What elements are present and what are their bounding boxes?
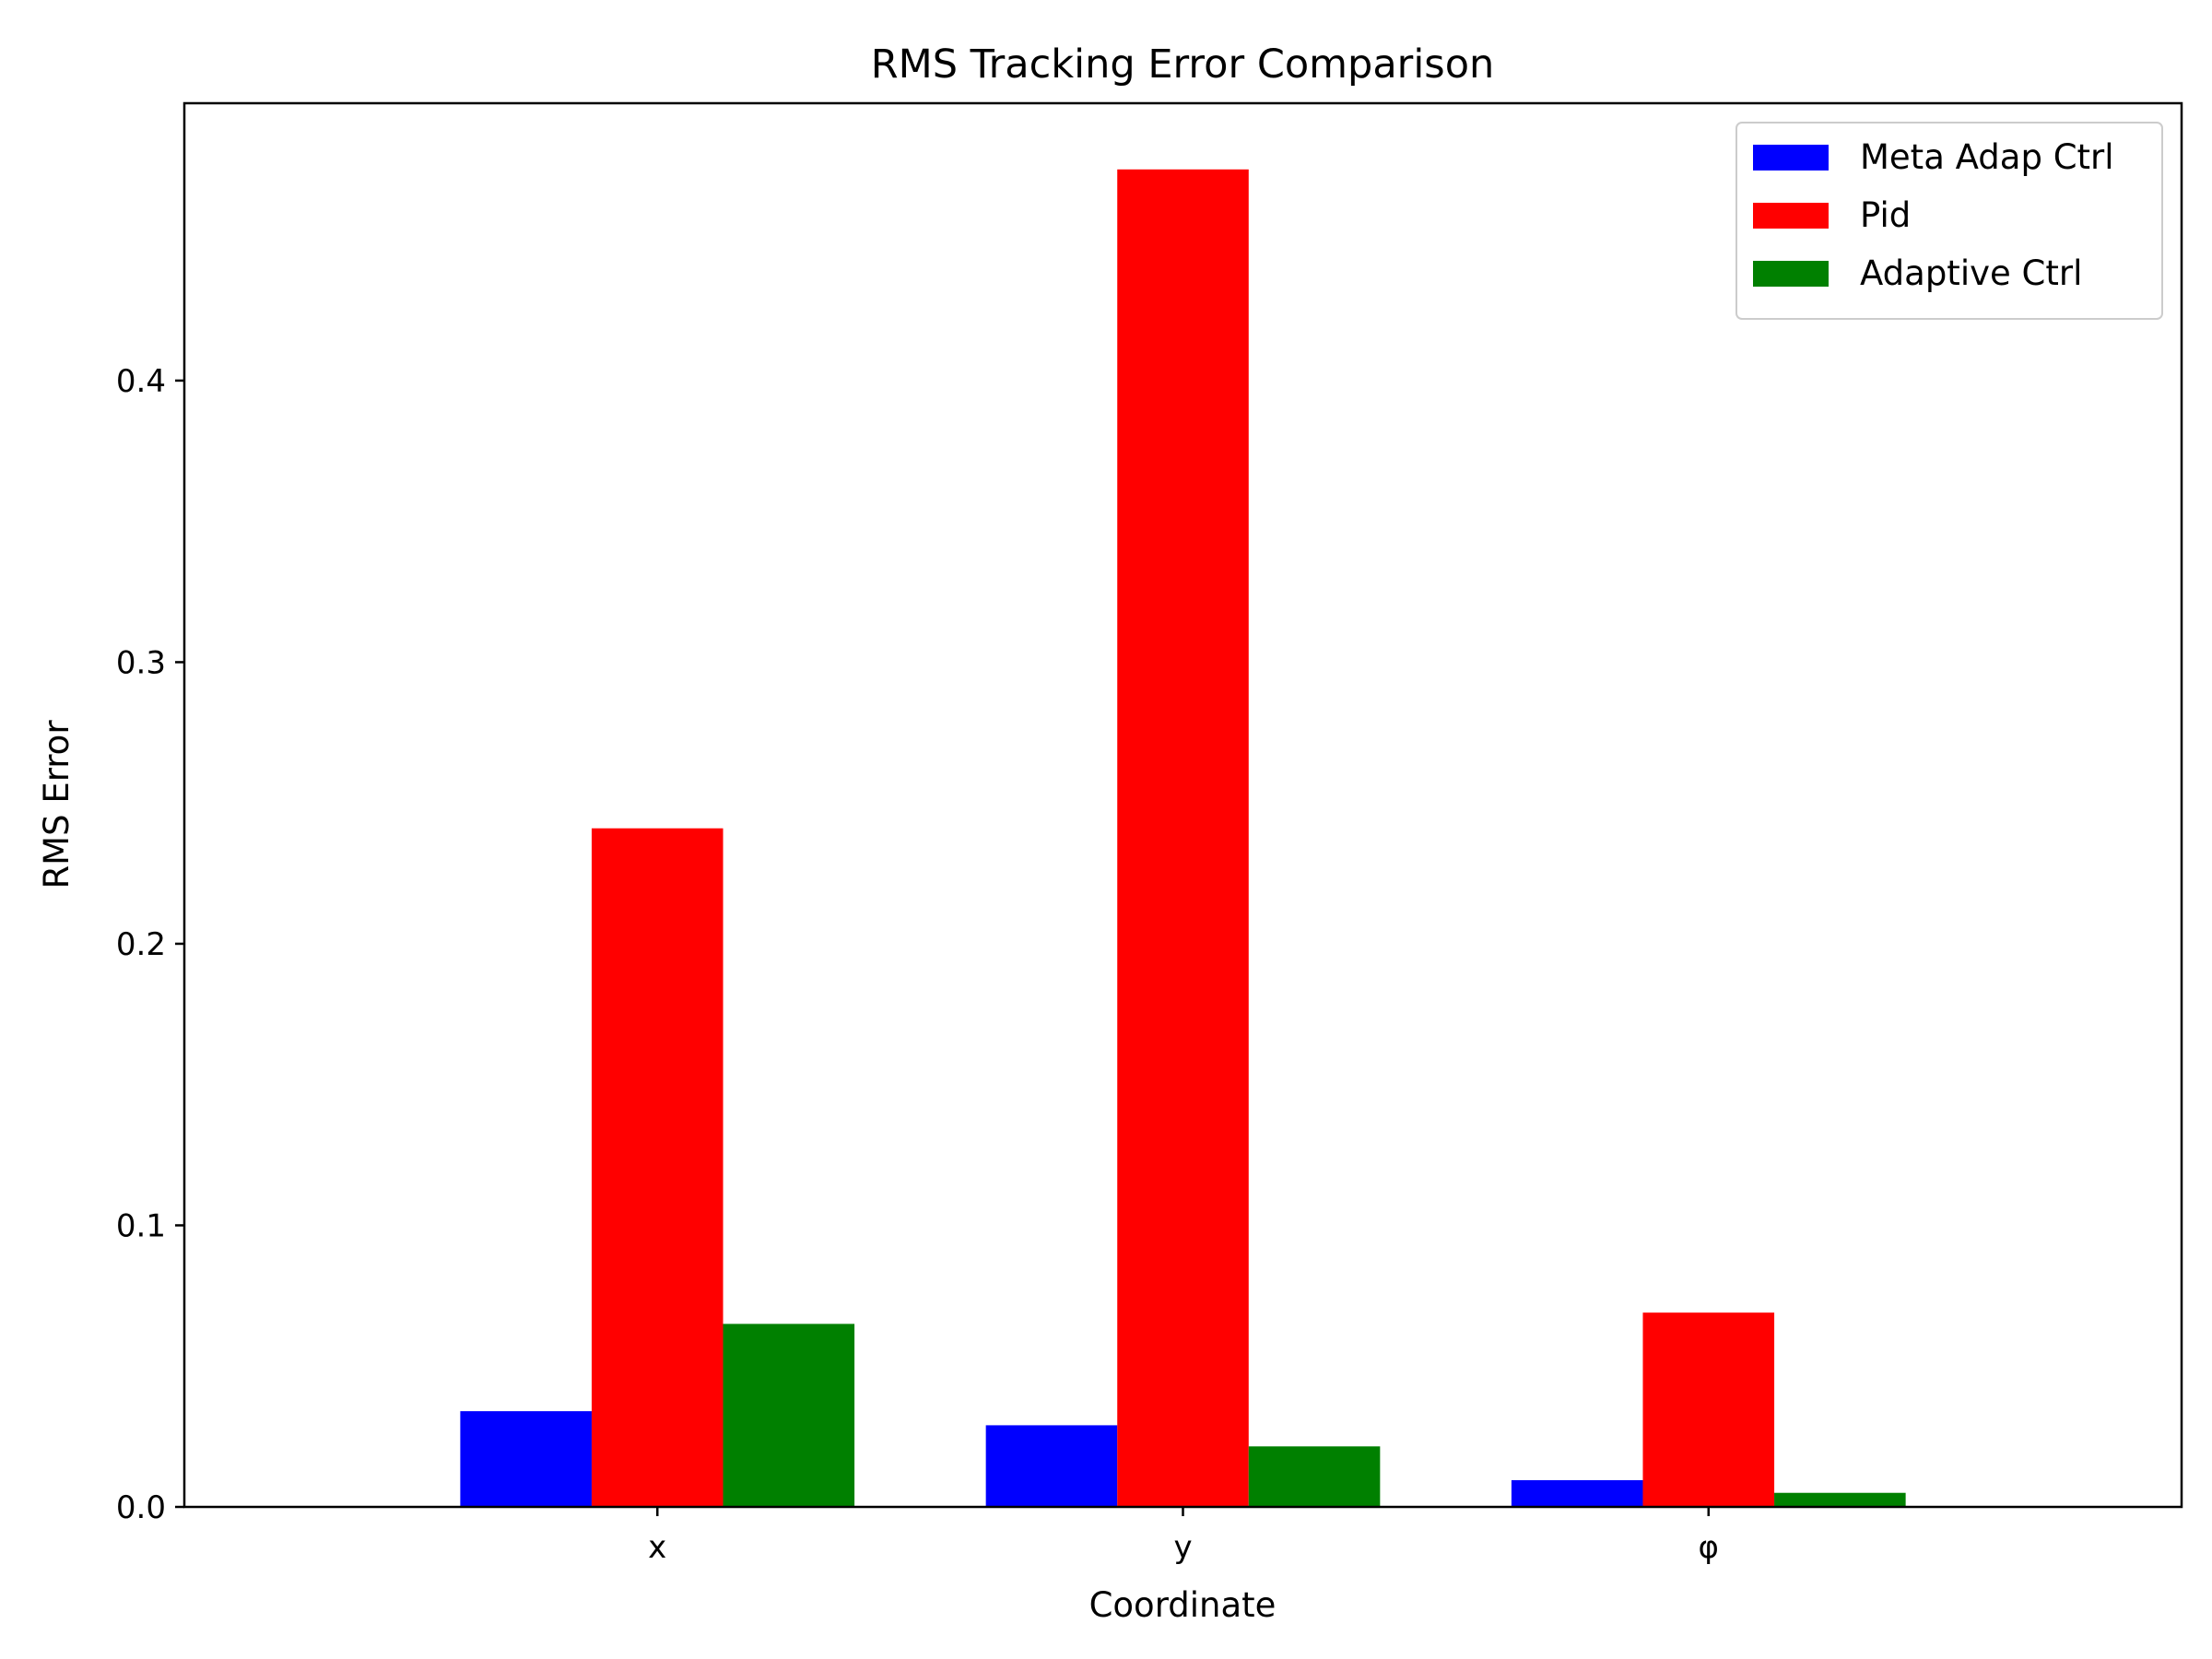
y-tick-label: 0.1 (116, 1207, 166, 1244)
y-axis-label: RMS Error (37, 720, 76, 889)
y-tick-label: 0.2 (116, 926, 166, 963)
bar-pid-1 (1117, 169, 1249, 1507)
x-tick-label: y (1173, 1529, 1192, 1566)
legend-label: Meta Adap Ctrl (1860, 137, 2114, 177)
legend-label: Pid (1860, 195, 1911, 235)
bar-group (460, 169, 1906, 1507)
x-axis-label: Coordinate (1089, 1585, 1277, 1625)
bar-adaptive-ctrl-0 (723, 1324, 855, 1507)
legend-box (1735, 122, 2163, 320)
x-tick-label: x (648, 1529, 666, 1566)
bar-pid-2 (1642, 1312, 1775, 1507)
legend-label: Adaptive Ctrl (1860, 253, 2082, 293)
bar-meta-adap-ctrl-0 (460, 1411, 592, 1507)
legend-swatch (1753, 261, 1829, 287)
y-axis-ticks: 0.0 0.1 0.2 0.3 0.4 (116, 363, 184, 1526)
bar-meta-adap-ctrl-1 (985, 1425, 1118, 1507)
bar-pid-0 (591, 828, 724, 1507)
y-tick-label: 0.4 (116, 363, 166, 400)
legend-swatch (1753, 145, 1829, 171)
bar-adaptive-ctrl-2 (1774, 1492, 1906, 1507)
chart-title: RMS Tracking Error Comparison (871, 41, 1495, 88)
bar-adaptive-ctrl-1 (1248, 1446, 1381, 1507)
legend-swatch (1753, 203, 1829, 229)
y-tick-label: 0.3 (116, 644, 166, 681)
legend: Meta Adap Ctrl Pid Adaptive Ctrl (1735, 122, 2163, 320)
bar-meta-adap-ctrl-2 (1511, 1479, 1643, 1507)
y-tick-label: 0.0 (116, 1489, 166, 1526)
x-tick-label: φ (1699, 1529, 1719, 1566)
